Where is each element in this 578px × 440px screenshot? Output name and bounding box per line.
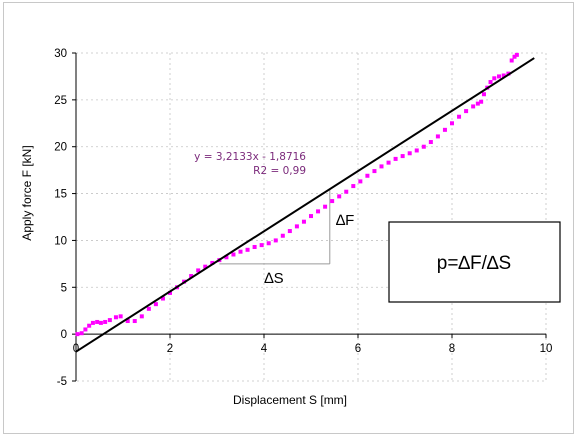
data-point (514, 52, 519, 57)
y-tick-label: 15 (54, 189, 67, 201)
data-point (337, 194, 342, 199)
y-tick-label: 5 (61, 282, 67, 294)
data-point (393, 156, 398, 161)
data-point (196, 268, 201, 273)
data-point (400, 154, 405, 159)
data-point (294, 224, 299, 229)
y-tick-label: 30 (54, 48, 67, 60)
x-tick-label: 10 (540, 343, 553, 355)
data-point (386, 160, 391, 165)
data-point (421, 144, 426, 149)
data-point (379, 164, 384, 169)
data-point (252, 244, 257, 249)
data-point (146, 306, 151, 311)
data-point (153, 302, 158, 307)
data-point (132, 319, 137, 324)
y-tick-label: 20 (54, 142, 67, 154)
data-point (203, 264, 208, 269)
data-point (210, 260, 215, 265)
data-point (358, 179, 363, 184)
data-point (98, 320, 103, 325)
y-tick-label: 0 (61, 329, 67, 341)
data-point (372, 169, 377, 174)
data-point (79, 331, 84, 336)
data-point (280, 233, 285, 238)
x-tick-label: 2 (167, 343, 173, 355)
data-point (90, 320, 95, 325)
delta-f-label: ∆F (336, 212, 354, 229)
x-tick-label: 4 (261, 343, 268, 355)
data-point (238, 249, 243, 254)
data-point (75, 332, 80, 337)
data-point (479, 99, 484, 104)
data-point (245, 247, 250, 252)
data-point (309, 214, 313, 219)
data-point (107, 318, 112, 323)
trendline-r2: R2 = 0,99 (253, 165, 306, 177)
data-point (471, 104, 476, 109)
trendline (75, 57, 535, 353)
data-point (435, 134, 440, 139)
data-point (316, 209, 321, 214)
data-point (231, 252, 236, 257)
data-point (509, 58, 514, 63)
data-point (442, 127, 447, 132)
data-point (414, 148, 419, 153)
formula-text: p=∆F/∆S (437, 253, 511, 274)
y-axis-title: Apply force F [kN] (20, 145, 34, 240)
data-point (113, 315, 118, 320)
data-point (428, 140, 433, 145)
trendline-equation: y = 3,2133x - 1,8716 (194, 151, 306, 163)
data-point (259, 243, 264, 248)
data-point (512, 54, 517, 59)
slope-triangle (219, 188, 331, 265)
data-points (75, 52, 519, 337)
data-point (488, 80, 493, 85)
x-tick-label: 6 (355, 343, 361, 355)
data-point (481, 92, 486, 97)
data-point (407, 151, 412, 156)
data-point (168, 290, 172, 295)
data-point (224, 255, 229, 260)
data-point (464, 109, 469, 114)
chart: 0 2 4 6 8 10 -5 0 5 10 15 20 25 30 Displacement S [mm… (20, 48, 561, 407)
chart-frame: 0 2 4 6 8 10 -5 0 5 10 15 20 25 30 Displacement S [mm… (3, 2, 574, 434)
axes (72, 52, 547, 382)
data-point (323, 204, 328, 209)
data-point (125, 319, 130, 324)
y-tick-label: 25 (54, 95, 67, 107)
data-point (266, 241, 271, 246)
x-axis-title: Displacement S [mm] (233, 393, 347, 407)
data-point (330, 199, 335, 204)
y-tick-label: 10 (54, 235, 67, 247)
data-point (189, 274, 194, 279)
formula-box (388, 221, 561, 303)
data-point (497, 74, 501, 79)
x-tick-label: 8 (449, 343, 455, 355)
data-point (95, 319, 100, 324)
data-point (344, 189, 349, 194)
data-point (475, 101, 480, 106)
data-point (351, 184, 356, 189)
data-point (83, 327, 88, 332)
data-point (87, 323, 92, 328)
data-point (365, 173, 370, 178)
x-tick-label: 0 (73, 343, 79, 355)
trendline-group (75, 57, 535, 353)
data-point (273, 238, 278, 243)
data-point (103, 319, 108, 324)
data-point (118, 314, 123, 319)
data-point (160, 296, 165, 301)
data-point (301, 219, 306, 224)
data-point (501, 73, 506, 78)
delta-s-label: ∆S (264, 270, 283, 287)
data-point (287, 229, 292, 234)
tick-labels: 0 2 4 6 8 10 -5 0 5 10 15 20 25 30 (54, 48, 552, 388)
data-point (450, 121, 454, 126)
y-tick-label: -5 (57, 376, 67, 388)
data-point (492, 76, 497, 81)
data-point (457, 114, 462, 119)
data-point (139, 314, 144, 319)
